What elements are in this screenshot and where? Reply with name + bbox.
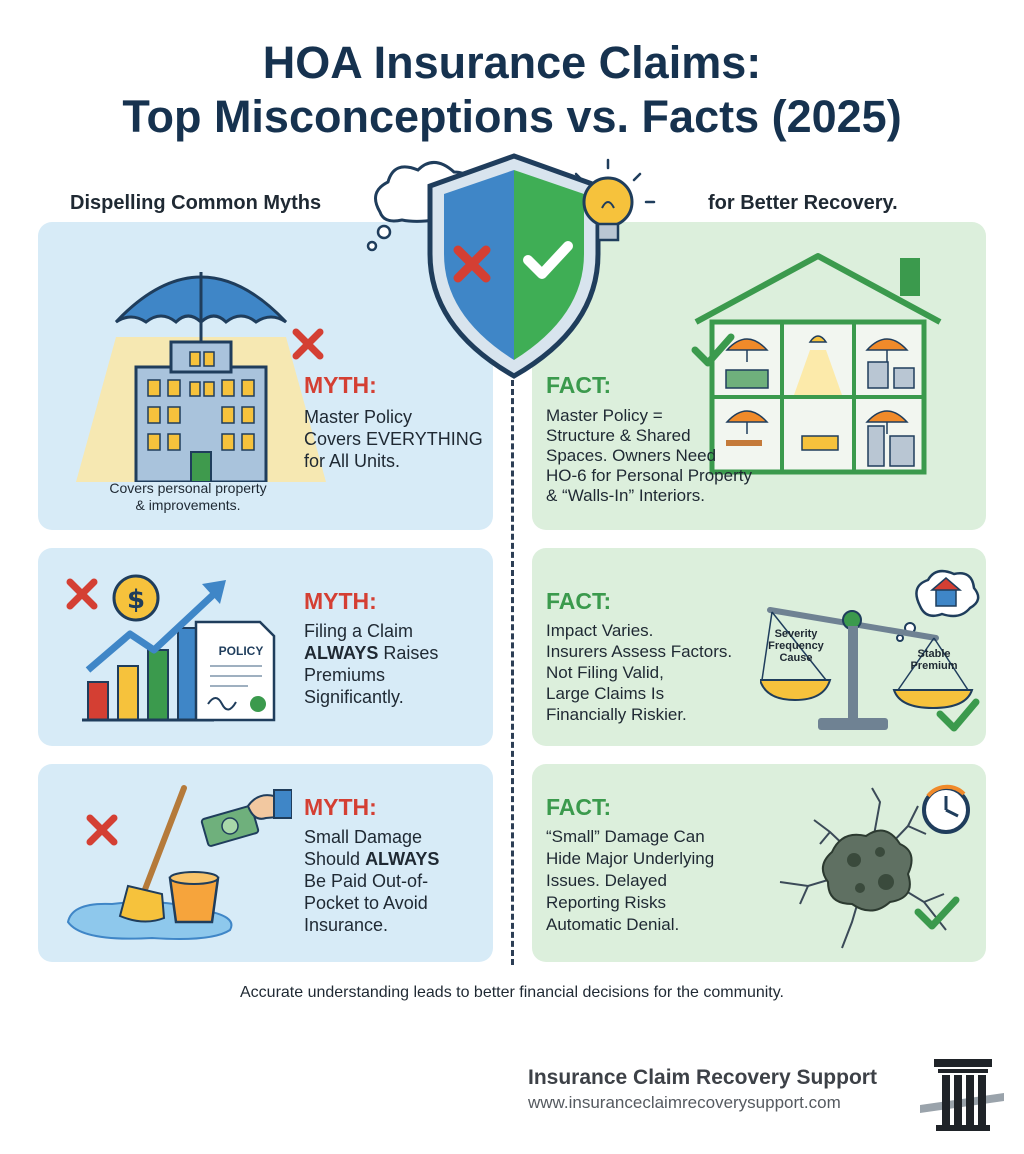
fact-2-line-2: Insurers Assess Factors. (546, 642, 733, 661)
fact-label-2: FACT: (546, 588, 612, 614)
column-logo-icon (920, 1059, 1004, 1131)
myth-text-2: Filing a Claim ALWAYS Raises Premiums Si… (304, 620, 438, 708)
myth-3-line-2: Should ALWAYS (304, 848, 439, 870)
balance-scale-icon (760, 569, 980, 732)
myth-2-line-1: Filing a Claim (304, 621, 414, 641)
left-subhead: Dispelling Common Myths (70, 192, 322, 214)
scale-left-line-1: Severity (774, 628, 818, 640)
myth-text-1: Master Policy Covers EVERYTHING for All … (304, 406, 483, 472)
myth-3-line-3: Be Paid Out-of- (304, 871, 429, 891)
myth-3-emphasis: ALWAYS (365, 849, 440, 869)
myth-label-2: MYTH: (304, 588, 377, 614)
brand-url: www.insuranceclaimrecoverysupport.com (528, 1093, 841, 1112)
myth-caption-1-line-2: & improvements. (135, 497, 241, 513)
title-line-2: Top Misconceptions vs. Facts (2025) (122, 91, 902, 142)
fact-1-line-2: Structure & Shared (546, 426, 691, 445)
fact-panel-3: FACT: “Small” Damage Can Hide Major Unde… (532, 764, 986, 962)
umbrella-building-icon (76, 272, 326, 482)
center-divider (511, 380, 514, 965)
scale-right-label: Stable Premium (896, 648, 972, 672)
fact-3-line-1: “Small” Damage Can (546, 827, 705, 846)
fact-1-line-3: Spaces. Owners Need (546, 446, 717, 465)
premium-chart-icon: $ (66, 574, 276, 722)
myth-text-3: Small Damage Should ALWAYS Be Paid Out-o… (304, 826, 439, 936)
mop-bucket-icon (66, 785, 292, 940)
fact-label-1: FACT: (546, 372, 612, 398)
myth-caption-1: Covers personal property & improvements. (78, 480, 298, 514)
shield-cluster (362, 150, 662, 391)
scale-left-line-3: Cause (779, 652, 813, 664)
myth-3-line-2-pre: Should (304, 849, 366, 869)
svg-text:$: $ (127, 585, 145, 615)
scale-left-line-2: Frequency (768, 640, 824, 652)
house-units-icon (694, 253, 942, 475)
fact-2-line-5: Financially Riskier. (546, 705, 687, 724)
fact-1-line-5: & “Walls-In” Interiors. (546, 486, 706, 505)
myth-2-line-2-rest: Raises (378, 643, 439, 663)
myth-1-line-2: Covers EVERYTHING (304, 429, 483, 449)
footer-note: Accurate understanding leads to better f… (240, 984, 784, 1001)
myth-label-1: MYTH: (304, 372, 377, 398)
myth-panel-3: MYTH: Small Damage Should ALWAYS Be Paid… (38, 764, 493, 962)
page-title: HOA Insurance Claims: Top Misconceptions… (0, 36, 1024, 144)
myth-label-3: MYTH: (304, 794, 377, 820)
fact-panel-2: FACT: Impact Varies. Insurers Assess Fac… (532, 548, 986, 746)
scale-right-line-2: Premium (910, 660, 958, 672)
shield-split-icon (366, 153, 656, 379)
fact-3-line-2: Hide Major Underlying (546, 849, 715, 868)
brand-logo (920, 1055, 1004, 1140)
fact-1-line-4: HO-6 for Personal Property (546, 466, 752, 485)
fact-2-line-1: Impact Varies. (546, 621, 654, 640)
fact-text-2: Impact Varies. Insurers Assess Factors. … (546, 620, 732, 725)
myth-3-line-5: Insurance. (304, 915, 389, 935)
fact-1-line-1: Master Policy = (546, 406, 663, 425)
policy-document-label: POLICY (218, 644, 264, 658)
fact-text-3: “Small” Damage Can Hide Major Underlying… (546, 826, 714, 936)
myth-1-line-3: for All Units. (304, 451, 401, 471)
myth-2-line-3: Premiums (304, 665, 386, 685)
right-subhead: for Better Recovery. (708, 192, 898, 214)
fact-2-line-3: Not Filing Valid, (546, 663, 664, 682)
myth-3-line-1: Small Damage (304, 827, 423, 847)
fact-text-1: Master Policy = Structure & Shared Space… (546, 406, 752, 506)
myth-panel-2: $ POLICY MYTH: Filing a Claim ALWAYS Rai… (38, 548, 493, 746)
fact-label-3: FACT: (546, 794, 612, 820)
fact-2-line-4: Large Claims Is (546, 684, 665, 703)
fact-3-line-4: Reporting Risks (546, 893, 666, 912)
brand-name: Insurance Claim Recovery Support (528, 1066, 877, 1089)
myth-1-line-1: Master Policy (304, 407, 413, 427)
scale-right-line-1: Stable (917, 648, 951, 660)
title-line-1: HOA Insurance Claims: (262, 37, 762, 88)
myth-3-line-4: Pocket to Avoid (304, 893, 428, 913)
wall-damage-icon (779, 784, 970, 949)
fact-3-line-3: Issues. Delayed (546, 871, 667, 890)
myth-2-line-4: Significantly. (304, 687, 404, 707)
check-mark-icon (691, 333, 735, 367)
myth-2-emphasis: ALWAYS (304, 643, 379, 663)
scale-left-label: Severity Frequency Cause (760, 628, 832, 664)
myth-panel-1: MYTH: Master Policy Covers EVERYTHING fo… (38, 222, 493, 530)
fact-panel-1: FACT: Master Policy = Structure & Shared… (532, 222, 986, 530)
fact-3-line-5: Automatic Denial. (546, 915, 680, 934)
myth-2-line-2: ALWAYS Raises (304, 642, 438, 664)
myth-caption-1-line-1: Covers personal property (109, 480, 267, 496)
